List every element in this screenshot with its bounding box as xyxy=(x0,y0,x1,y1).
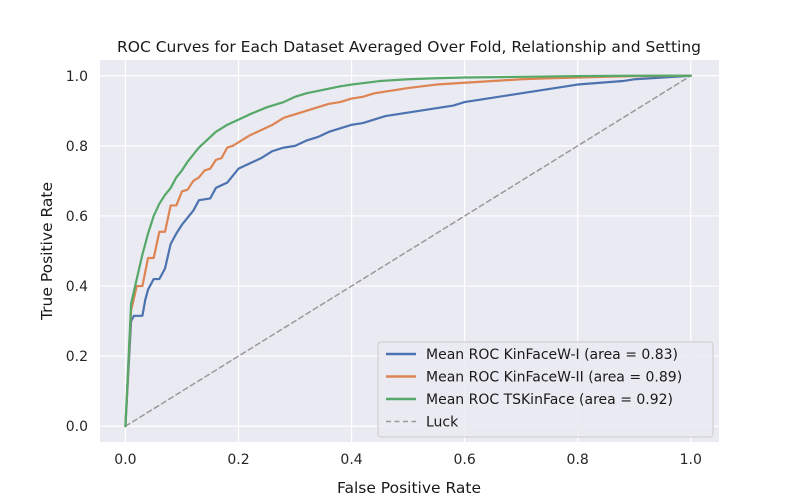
series-line-1 xyxy=(124,74,692,428)
y-tick-label: 0.8 xyxy=(66,139,88,155)
series-group xyxy=(124,74,692,428)
y-tick-label: 0.0 xyxy=(66,419,88,435)
x-tick-label: 1.0 xyxy=(680,452,702,468)
chart-title: ROC Curves for Each Dataset Averaged Ove… xyxy=(117,38,701,56)
legend-label-2: Mean ROC KinFaceW-II (area = 0.89) xyxy=(426,370,682,386)
y-tick-labels: 0.0 0.2 0.4 0.6 0.8 1.0 xyxy=(66,69,88,435)
y-tick-label: 1.0 xyxy=(66,69,88,85)
legend-label-1: Mean ROC KinFaceW-I (area = 0.83) xyxy=(426,347,678,363)
x-tick-label: 0.0 xyxy=(114,452,136,468)
x-tick-label: 0.8 xyxy=(567,452,589,468)
series-line-4 xyxy=(124,75,692,427)
x-axis-label: False Positive Rate xyxy=(337,479,481,497)
legend-label-3: Mean ROC TSKinFace (area = 0.92) xyxy=(426,392,673,408)
x-tick-labels: 0.0 0.2 0.4 0.6 0.8 1.0 xyxy=(114,452,702,468)
y-tick-label: 0.2 xyxy=(66,349,88,365)
x-tick-label: 0.6 xyxy=(453,452,475,468)
y-tick-label: 0.4 xyxy=(66,279,88,295)
y-axis-label: True Positive Rate xyxy=(38,182,56,321)
legend-box xyxy=(377,341,714,438)
legend-label-4: Luck xyxy=(426,415,459,431)
x-tick-label: 0.4 xyxy=(340,452,362,468)
y-tick-label: 0.6 xyxy=(66,209,88,225)
series-line-2 xyxy=(124,74,692,428)
series-line-3 xyxy=(124,74,692,428)
legend: Mean ROC KinFaceW-I (area = 0.83) Mean RO… xyxy=(377,341,714,438)
x-tick-label: 0.2 xyxy=(227,452,249,468)
